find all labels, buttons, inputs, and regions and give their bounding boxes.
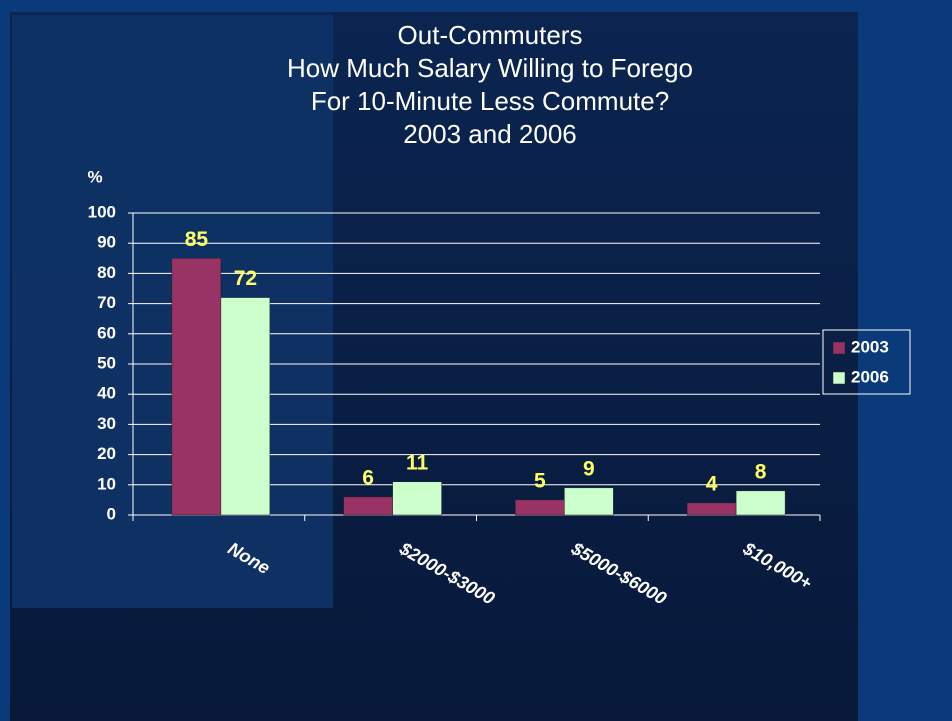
bar xyxy=(171,258,222,516)
value-label: 85 xyxy=(185,228,209,251)
y-tick-label: 0 xyxy=(107,504,116,523)
y-tick-label: 50 xyxy=(97,353,116,372)
y-tick-label: 60 xyxy=(97,323,116,342)
chart-title: How Much Salary Willing to Forego xyxy=(287,53,693,83)
legend-label: 2003 xyxy=(851,337,889,356)
value-label: 11 xyxy=(406,451,429,474)
value-label: 5 xyxy=(534,469,546,492)
bar xyxy=(343,496,393,516)
y-tick-label: 70 xyxy=(97,293,116,312)
value-label: 9 xyxy=(583,457,595,480)
y-tick-label: 40 xyxy=(97,384,116,403)
value-label: 72 xyxy=(234,267,257,290)
value-label: 4 xyxy=(706,472,718,495)
bar xyxy=(735,490,786,516)
bar xyxy=(515,499,565,516)
y-tick-label: 90 xyxy=(97,233,116,252)
legend-swatch xyxy=(832,341,846,355)
legend-box xyxy=(822,329,911,395)
value-label: 6 xyxy=(362,466,374,489)
legend-swatch xyxy=(832,371,846,385)
value-label: 8 xyxy=(755,460,767,483)
bar xyxy=(392,481,442,516)
chart-title: For 10-Minute Less Commute? xyxy=(311,86,669,116)
y-tick-label: 80 xyxy=(97,263,116,282)
bar xyxy=(564,487,614,516)
bar xyxy=(220,297,271,516)
chart-title: 2003 and 2006 xyxy=(403,119,577,149)
y-axis-label: % xyxy=(87,167,102,186)
y-tick-label: 10 xyxy=(97,474,116,493)
chart-title: Out-Commuters xyxy=(398,20,583,50)
y-tick-label: 20 xyxy=(97,444,116,463)
y-tick-label: 30 xyxy=(97,414,116,433)
y-tick-label: 100 xyxy=(88,202,116,221)
bar xyxy=(686,502,737,516)
legend-label: 2006 xyxy=(851,367,889,386)
